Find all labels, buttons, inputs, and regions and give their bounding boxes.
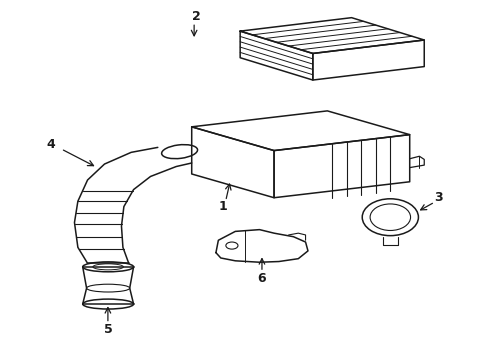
Text: 5: 5 bbox=[103, 323, 112, 336]
Text: 3: 3 bbox=[435, 191, 443, 204]
Text: 1: 1 bbox=[219, 200, 227, 213]
Text: 6: 6 bbox=[258, 272, 266, 285]
Text: 4: 4 bbox=[47, 138, 55, 151]
Text: 2: 2 bbox=[192, 10, 201, 23]
